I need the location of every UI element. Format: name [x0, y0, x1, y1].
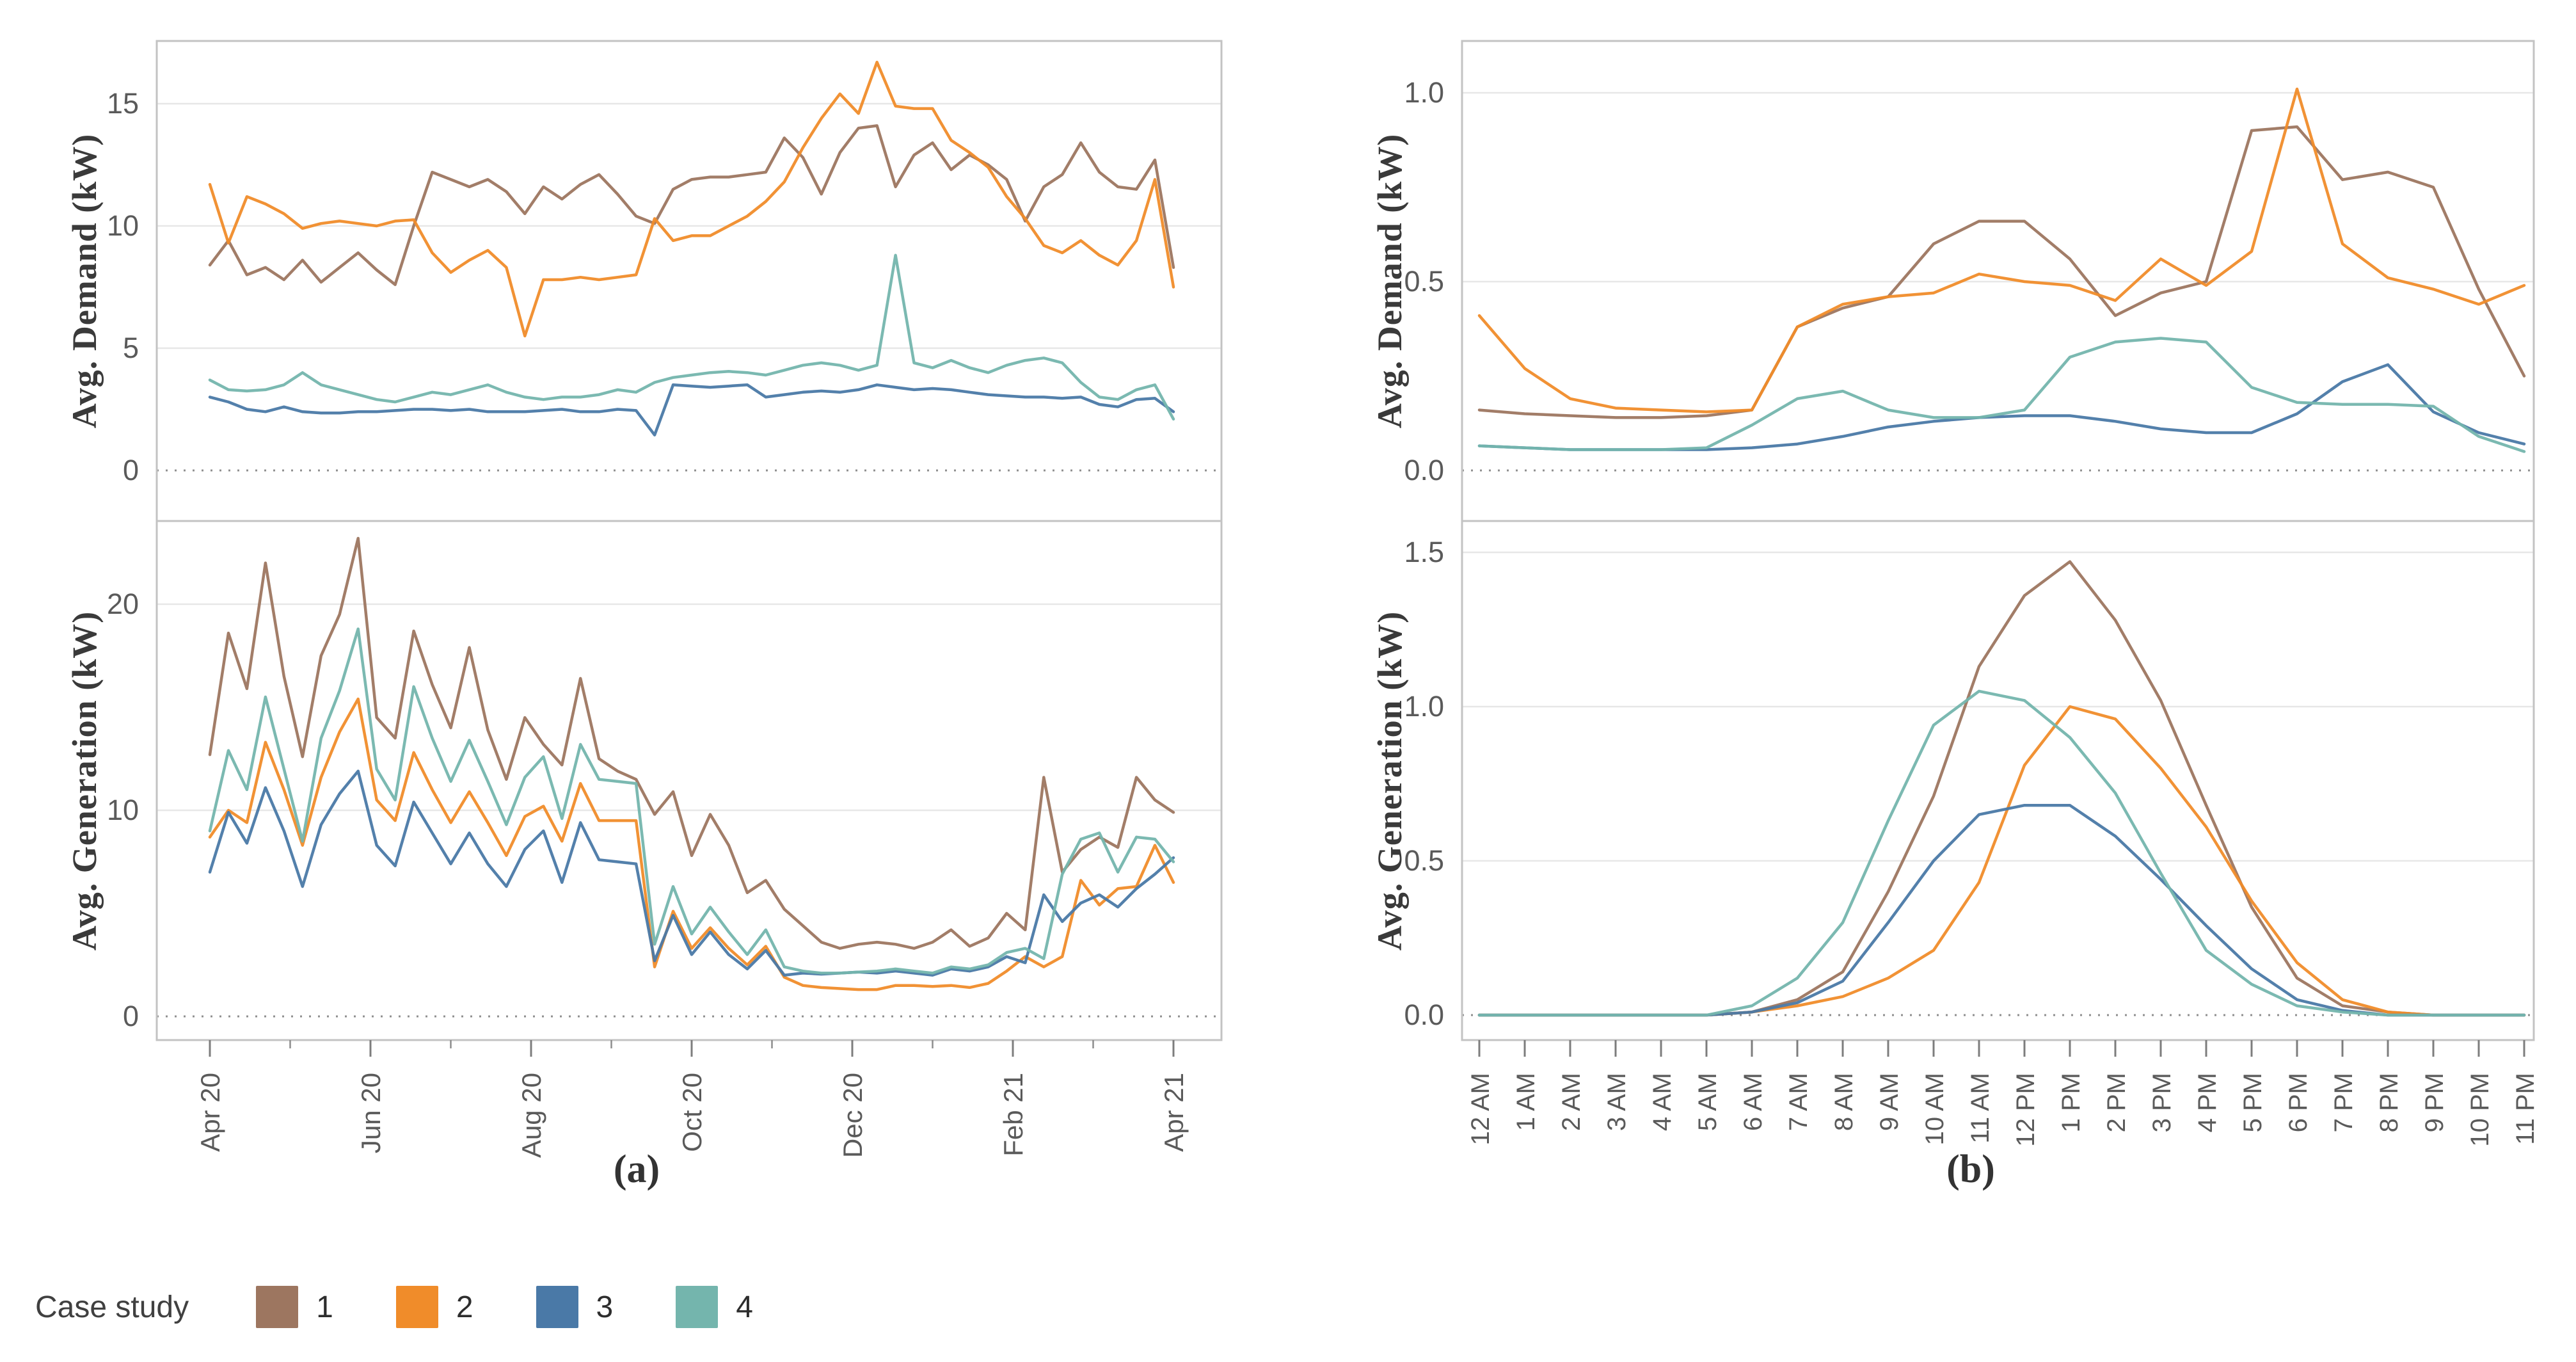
y-tick-label: 0.0 — [1404, 998, 1444, 1031]
series-b-demand-3 — [1477, 363, 2526, 451]
series-b-generation-4 — [1477, 689, 2526, 1017]
x-tick-label: 6 PM — [2284, 1073, 2312, 1132]
x-tick-label: 1 AM — [1512, 1073, 1540, 1131]
legend-item-1: 1 — [256, 1286, 333, 1328]
y-tick-label: 0.0 — [1404, 454, 1444, 486]
chart-block-b: 0.0 0.5 1.0 0.0 0.5 1.0 1.5 12 AM 1 AM 2 AM 3 AM 4 … — [1404, 40, 2540, 1147]
x-tick-label: Oct 20 — [677, 1073, 707, 1152]
x-tick-label: 4 PM — [2193, 1073, 2222, 1132]
y-tick-label: 20 — [107, 588, 139, 620]
x-tick-label: Apr 20 — [195, 1073, 225, 1152]
axis-title-a-demand: Avg. Demand (kW) — [65, 133, 104, 429]
series-a-generation-2 — [208, 697, 1175, 991]
x-tick-label: 9 AM — [1875, 1073, 1904, 1131]
panel-b-0: 0.0 0.5 1.0 — [1404, 76, 2534, 486]
x-tick-label: 11 AM — [1966, 1073, 1994, 1143]
series-a-generation-3 — [208, 769, 1175, 977]
y-tick-label: 0 — [123, 454, 139, 486]
x-tick-label: 7 AM — [1785, 1073, 1813, 1131]
y-tick-label: 0.5 — [1404, 265, 1444, 298]
legend-swatch-3 — [536, 1286, 578, 1328]
y-tick-label: 1.0 — [1404, 76, 1444, 109]
x-tick-label: Jun 20 — [356, 1073, 386, 1153]
x-tick-label: 11 PM — [2511, 1073, 2540, 1145]
series-a-generation-1 — [208, 536, 1175, 950]
axis-title-b-generation: Avg. Generation (kW) — [1371, 611, 1409, 951]
panel-frame-b — [1461, 40, 2535, 1041]
panel-a-0: 0 5 10 15 — [107, 60, 1221, 486]
legend-label-2: 2 — [456, 1290, 473, 1324]
y-tick-label: 15 — [107, 87, 139, 120]
x-tick-label: 9 PM — [2421, 1073, 2449, 1132]
x-tick-label: 10 AM — [1921, 1073, 1949, 1145]
y-tick-label: 0 — [123, 1000, 139, 1032]
x-tick-label: 7 PM — [2330, 1073, 2358, 1132]
x-tick-label: Aug 20 — [516, 1073, 546, 1158]
x-tick-label: 12 AM — [1467, 1073, 1495, 1145]
legend-swatch-2 — [395, 1286, 438, 1328]
x-tick-label: Apr 21 — [1159, 1073, 1189, 1152]
axis-title-b-demand: Avg. Demand (kW) — [1371, 133, 1409, 429]
x-tick-label: Feb 21 — [998, 1073, 1028, 1157]
x-tick-label: 5 PM — [2239, 1073, 2267, 1132]
legend-item-4: 4 — [676, 1286, 753, 1328]
x-tick-label: 8 AM — [1830, 1073, 1858, 1131]
series-a-demand-4 — [208, 253, 1175, 421]
x-tick-label: 6 AM — [1739, 1073, 1767, 1131]
series-b-generation-3 — [1477, 803, 2526, 1017]
legend-title: Case study — [35, 1290, 189, 1324]
series-a-generation-4 — [208, 627, 1175, 975]
legend-item-2: 2 — [395, 1286, 473, 1328]
series-a-demand-3 — [208, 383, 1175, 437]
panel-b-1: 0.0 0.5 1.0 1.5 — [1404, 536, 2534, 1031]
series-b-demand-4 — [1477, 337, 2526, 453]
y-tick-label: 0.5 — [1404, 844, 1444, 877]
legend-label-1: 1 — [316, 1290, 333, 1324]
axis-title-a-generation: Avg. Generation (kW) — [65, 611, 104, 951]
x-tick-label: 2 AM — [1557, 1073, 1586, 1131]
y-tick-label: 1.0 — [1404, 690, 1444, 723]
chart-block-a: 0 5 10 15 0 10 20 Apr 20 Jun 20 Aug 20 Oct 20 Dec 2… — [107, 40, 1223, 1158]
y-tick-label: 10 — [107, 794, 139, 826]
x-tick-label: 3 PM — [2148, 1073, 2176, 1132]
x-tick-label: 12 PM — [2012, 1073, 2040, 1147]
legend-label-4: 4 — [736, 1290, 753, 1324]
x-tick-label: 3 AM — [1603, 1073, 1631, 1131]
legend-label-3: 3 — [596, 1290, 614, 1324]
x-tick-label: 8 PM — [2375, 1073, 2403, 1132]
series-b-generation-1 — [1477, 560, 2526, 1017]
legend-swatch-4 — [676, 1286, 719, 1328]
panel-frame-a — [155, 40, 1223, 1041]
panel-a-1: 0 10 20 — [107, 536, 1221, 1032]
x-tick-label: Dec 20 — [838, 1073, 868, 1158]
series-b-demand-1 — [1477, 125, 2526, 419]
legend-swatch-1 — [256, 1286, 299, 1328]
y-tick-label: 10 — [107, 209, 139, 242]
series-a-demand-1 — [208, 124, 1175, 286]
series-a-demand-2 — [208, 60, 1175, 338]
x-tick-label: 5 AM — [1694, 1073, 1722, 1131]
x-tick-label: 2 PM — [2103, 1073, 2131, 1132]
caption-a: (a) — [613, 1148, 660, 1191]
series-b-demand-2 — [1477, 87, 2526, 413]
x-tick-label: 1 PM — [2057, 1073, 2085, 1132]
caption-b: (b) — [1946, 1148, 1995, 1191]
y-tick-label: 5 — [123, 332, 139, 364]
legend-item-3: 3 — [536, 1286, 614, 1328]
x-tick-label: 10 PM — [2466, 1073, 2494, 1147]
y-tick-label: 1.5 — [1404, 536, 1444, 568]
x-tick-label: 4 AM — [1648, 1073, 1676, 1131]
legend: Case study 1 2 3 4 — [35, 1280, 816, 1334]
